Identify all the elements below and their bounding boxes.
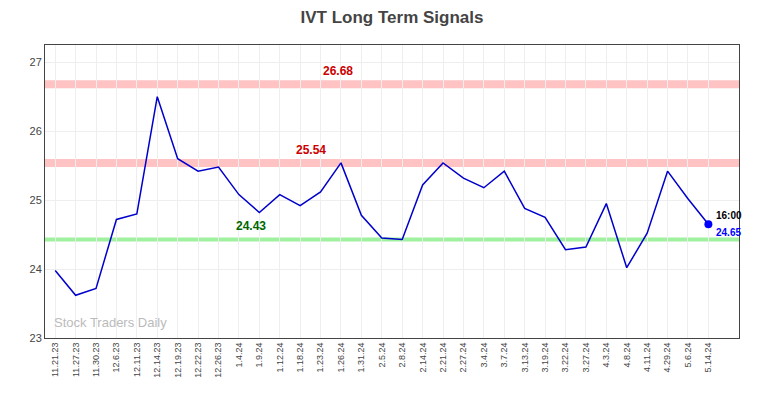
svg-text:12.22.23: 12.22.23 [193, 343, 203, 378]
svg-text:24.43: 24.43 [236, 219, 266, 233]
svg-text:27: 27 [30, 56, 42, 68]
svg-text:11.30.23: 11.30.23 [91, 343, 101, 377]
svg-text:4.29.24: 4.29.24 [662, 343, 672, 373]
svg-text:12.6.23: 12.6.23 [111, 343, 121, 373]
svg-text:12.26.23: 12.26.23 [213, 343, 223, 378]
svg-text:26: 26 [30, 125, 42, 137]
svg-text:Stock Traders Daily: Stock Traders Daily [54, 315, 167, 330]
svg-text:1.26.24: 1.26.24 [336, 343, 346, 373]
svg-text:25.54: 25.54 [296, 143, 326, 157]
svg-text:1.18.24: 1.18.24 [295, 343, 305, 373]
svg-text:11.27.23: 11.27.23 [71, 343, 81, 377]
svg-text:2.27.24: 2.27.24 [458, 343, 468, 373]
svg-text:1.12.24: 1.12.24 [275, 343, 285, 373]
svg-text:2.14.24: 2.14.24 [418, 343, 428, 373]
svg-text:1.23.24: 1.23.24 [315, 343, 325, 373]
svg-text:3.22.24: 3.22.24 [560, 343, 570, 373]
svg-text:5.14.24: 5.14.24 [703, 343, 713, 373]
svg-text:1.9.24: 1.9.24 [254, 343, 264, 368]
svg-text:2.21.24: 2.21.24 [438, 343, 448, 373]
svg-text:IVT Long Term Signals: IVT Long Term Signals [301, 8, 484, 27]
svg-text:1.4.24: 1.4.24 [234, 343, 244, 368]
svg-text:3.13.24: 3.13.24 [520, 343, 530, 373]
svg-text:3.27.24: 3.27.24 [581, 343, 591, 373]
svg-text:4.8.24: 4.8.24 [622, 343, 632, 368]
svg-text:16:00: 16:00 [716, 210, 742, 221]
svg-text:3.4.24: 3.4.24 [479, 343, 489, 368]
svg-text:3.19.24: 3.19.24 [540, 343, 550, 373]
svg-text:12.19.23: 12.19.23 [173, 343, 183, 378]
svg-text:4.11.24: 4.11.24 [642, 343, 652, 372]
svg-text:24.65: 24.65 [716, 227, 741, 238]
svg-text:26.68: 26.68 [323, 64, 353, 78]
svg-text:1.31.24: 1.31.24 [356, 343, 366, 373]
svg-text:2.5.24: 2.5.24 [377, 343, 387, 368]
svg-text:2.8.24: 2.8.24 [397, 343, 407, 368]
svg-text:24: 24 [30, 263, 42, 275]
svg-text:5.6.24: 5.6.24 [683, 343, 693, 368]
svg-text:11.21.23: 11.21.23 [50, 343, 60, 377]
svg-text:4.3.24: 4.3.24 [601, 343, 611, 368]
svg-text:25: 25 [30, 194, 42, 206]
svg-text:12.14.23: 12.14.23 [152, 343, 162, 378]
svg-text:3.7.24: 3.7.24 [499, 343, 509, 368]
svg-text:23: 23 [30, 332, 42, 344]
svg-text:12.11.23: 12.11.23 [132, 343, 142, 377]
